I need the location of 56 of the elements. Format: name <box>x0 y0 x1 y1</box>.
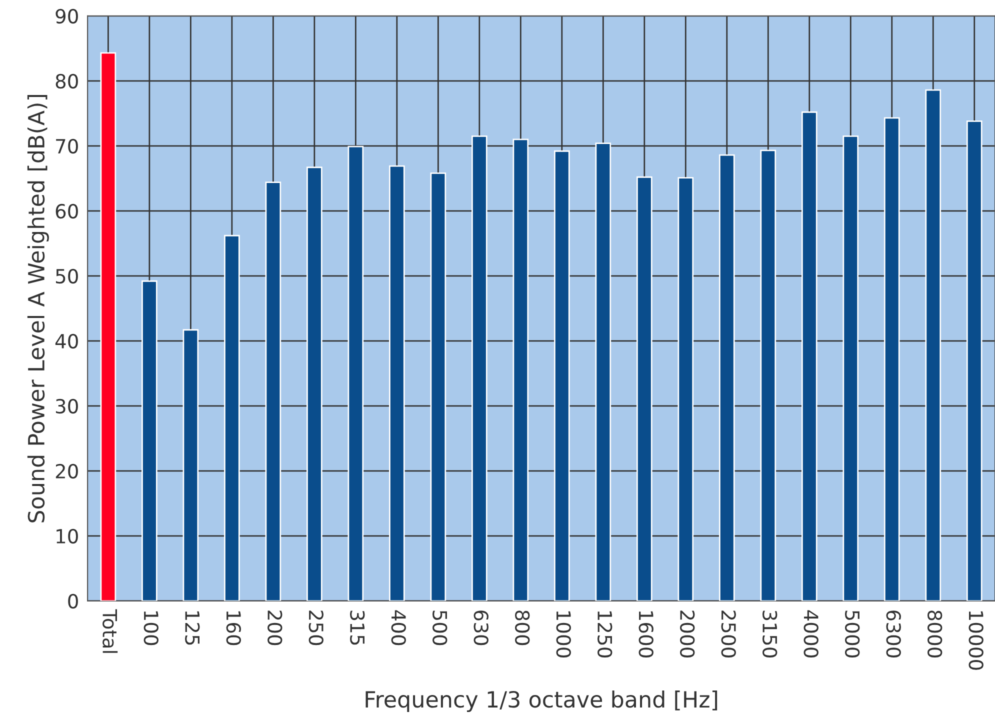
x-tick-label: Total <box>102 609 118 653</box>
x-tick-label: 10000 <box>968 611 984 670</box>
bar <box>884 117 900 601</box>
bar <box>718 154 735 601</box>
bar <box>430 172 446 601</box>
x-tick-label: 100 <box>144 611 158 646</box>
bar <box>471 135 488 601</box>
bar <box>100 52 116 601</box>
x-tick-label: 2000 <box>680 610 695 658</box>
x-tick-label: 160 <box>226 611 241 646</box>
x-tick-label: 500 <box>432 610 448 646</box>
bar <box>389 165 405 601</box>
x-tick-label: 2500 <box>721 610 736 658</box>
bar <box>595 142 612 601</box>
x-tick-label: 200 <box>268 610 282 646</box>
y-tick-label: 90 <box>56 8 78 24</box>
y-tick-label: 20 <box>56 464 78 479</box>
bar <box>306 166 322 601</box>
x-tick-label: 250 <box>308 610 324 646</box>
x-tick-label: 3150 <box>762 610 778 658</box>
y-tick-label: 30 <box>56 398 78 414</box>
bar <box>636 176 652 601</box>
y-tick-label: 40 <box>55 334 78 349</box>
x-tick-label: 6300 <box>886 610 901 658</box>
x-axis-title: Frequency 1/3 octave band [Hz] <box>366 690 718 712</box>
y-tick-label: 0 <box>68 594 78 609</box>
bar <box>512 138 529 601</box>
bar <box>678 177 694 601</box>
bar <box>265 182 282 601</box>
y-tick-label: 80 <box>56 74 78 89</box>
x-tick-label: 4000 <box>804 610 818 658</box>
x-tick-label: 400 <box>391 610 406 646</box>
y-tick-label: 10 <box>56 528 78 544</box>
bar <box>925 89 942 601</box>
bar <box>760 150 776 601</box>
y-axis-title: Sound Power Level A Weighted [dB(A)] <box>27 94 49 522</box>
bar <box>966 120 982 601</box>
bar <box>224 234 240 601</box>
y-tick-label: 60 <box>56 204 78 219</box>
bar <box>842 135 859 601</box>
bar <box>182 329 199 601</box>
bar <box>554 150 570 601</box>
x-tick-label: 1000 <box>556 611 571 658</box>
x-tick-label: 125 <box>185 611 200 645</box>
x-tick-label: 630 <box>474 610 488 646</box>
y-tick-label: 70 <box>56 138 78 154</box>
bar <box>801 111 818 601</box>
x-tick-label: 315 <box>350 610 365 645</box>
bar <box>348 146 364 601</box>
x-tick-label: 5000 <box>844 610 860 658</box>
x-tick-label: 1250 <box>598 611 612 658</box>
y-tick-label: 50 <box>56 268 78 284</box>
x-tick-label: 800 <box>515 610 530 646</box>
x-tick-label: 1600 <box>638 611 654 658</box>
x-tick-label: 8000 <box>927 610 942 658</box>
bar <box>142 280 158 601</box>
